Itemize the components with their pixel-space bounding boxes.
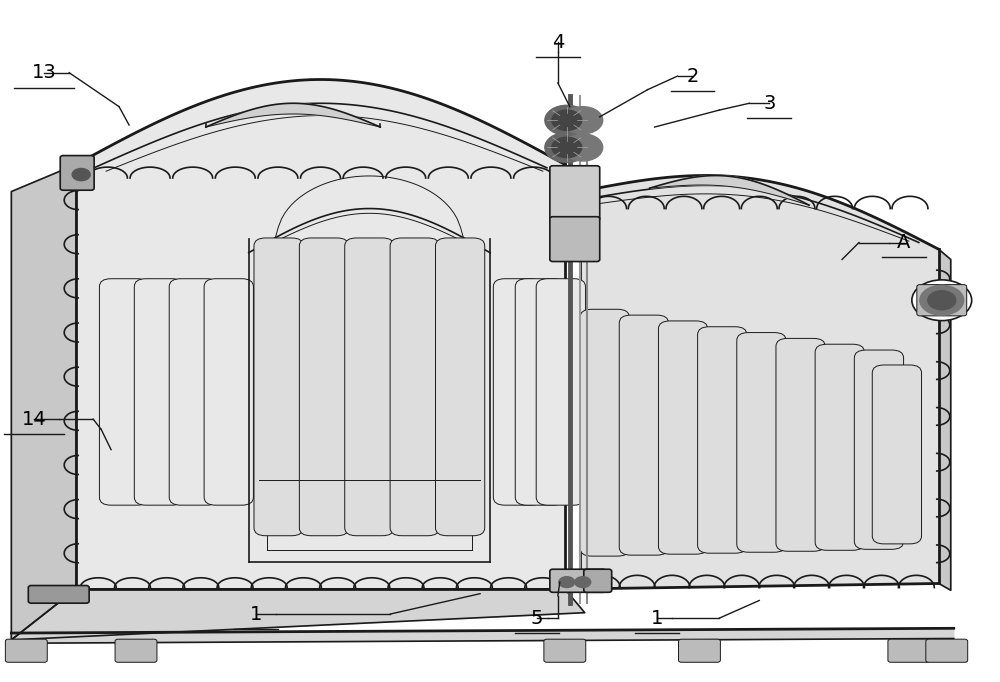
FancyBboxPatch shape <box>550 217 600 261</box>
FancyBboxPatch shape <box>544 639 586 662</box>
Circle shape <box>545 105 589 135</box>
Text: 4: 4 <box>552 33 564 52</box>
FancyBboxPatch shape <box>926 639 968 662</box>
Text: 1: 1 <box>249 604 262 623</box>
FancyBboxPatch shape <box>888 639 930 662</box>
FancyBboxPatch shape <box>435 238 485 536</box>
Circle shape <box>928 291 956 310</box>
Text: 13: 13 <box>32 63 57 83</box>
FancyBboxPatch shape <box>299 238 349 536</box>
FancyBboxPatch shape <box>99 279 149 505</box>
FancyBboxPatch shape <box>737 333 786 552</box>
Circle shape <box>552 110 582 130</box>
FancyBboxPatch shape <box>536 279 585 505</box>
Polygon shape <box>11 164 76 640</box>
Polygon shape <box>650 175 809 205</box>
FancyBboxPatch shape <box>493 279 543 505</box>
FancyBboxPatch shape <box>28 586 89 603</box>
FancyBboxPatch shape <box>115 639 157 662</box>
FancyBboxPatch shape <box>580 309 629 556</box>
Circle shape <box>912 280 972 321</box>
Polygon shape <box>939 250 951 591</box>
FancyBboxPatch shape <box>5 639 47 662</box>
Text: 3: 3 <box>763 93 775 113</box>
Polygon shape <box>11 589 585 640</box>
Circle shape <box>552 137 582 158</box>
Circle shape <box>545 132 589 162</box>
Circle shape <box>559 577 575 588</box>
FancyBboxPatch shape <box>60 155 94 190</box>
FancyBboxPatch shape <box>776 338 825 551</box>
Text: 1: 1 <box>650 608 663 627</box>
FancyBboxPatch shape <box>390 238 439 536</box>
Text: 14: 14 <box>22 410 47 428</box>
Circle shape <box>920 285 964 315</box>
FancyBboxPatch shape <box>169 279 218 505</box>
FancyBboxPatch shape <box>584 569 612 592</box>
FancyBboxPatch shape <box>698 327 747 553</box>
FancyBboxPatch shape <box>679 639 720 662</box>
Text: 2: 2 <box>686 67 699 86</box>
FancyBboxPatch shape <box>658 321 708 554</box>
Polygon shape <box>580 175 939 589</box>
Circle shape <box>72 168 90 181</box>
Polygon shape <box>206 103 380 127</box>
Circle shape <box>575 577 591 588</box>
Circle shape <box>563 134 603 161</box>
Polygon shape <box>11 628 954 643</box>
FancyBboxPatch shape <box>515 279 565 505</box>
FancyBboxPatch shape <box>619 315 669 555</box>
Circle shape <box>563 106 603 134</box>
FancyBboxPatch shape <box>872 365 922 544</box>
FancyBboxPatch shape <box>204 279 253 505</box>
FancyBboxPatch shape <box>815 344 864 550</box>
FancyBboxPatch shape <box>917 284 967 316</box>
Text: 5: 5 <box>531 608 543 627</box>
Text: A: A <box>897 233 911 252</box>
FancyBboxPatch shape <box>550 569 606 592</box>
FancyBboxPatch shape <box>854 350 904 549</box>
FancyBboxPatch shape <box>550 166 600 221</box>
FancyBboxPatch shape <box>345 238 394 536</box>
FancyBboxPatch shape <box>254 238 303 536</box>
FancyBboxPatch shape <box>134 279 184 505</box>
Polygon shape <box>76 80 565 589</box>
